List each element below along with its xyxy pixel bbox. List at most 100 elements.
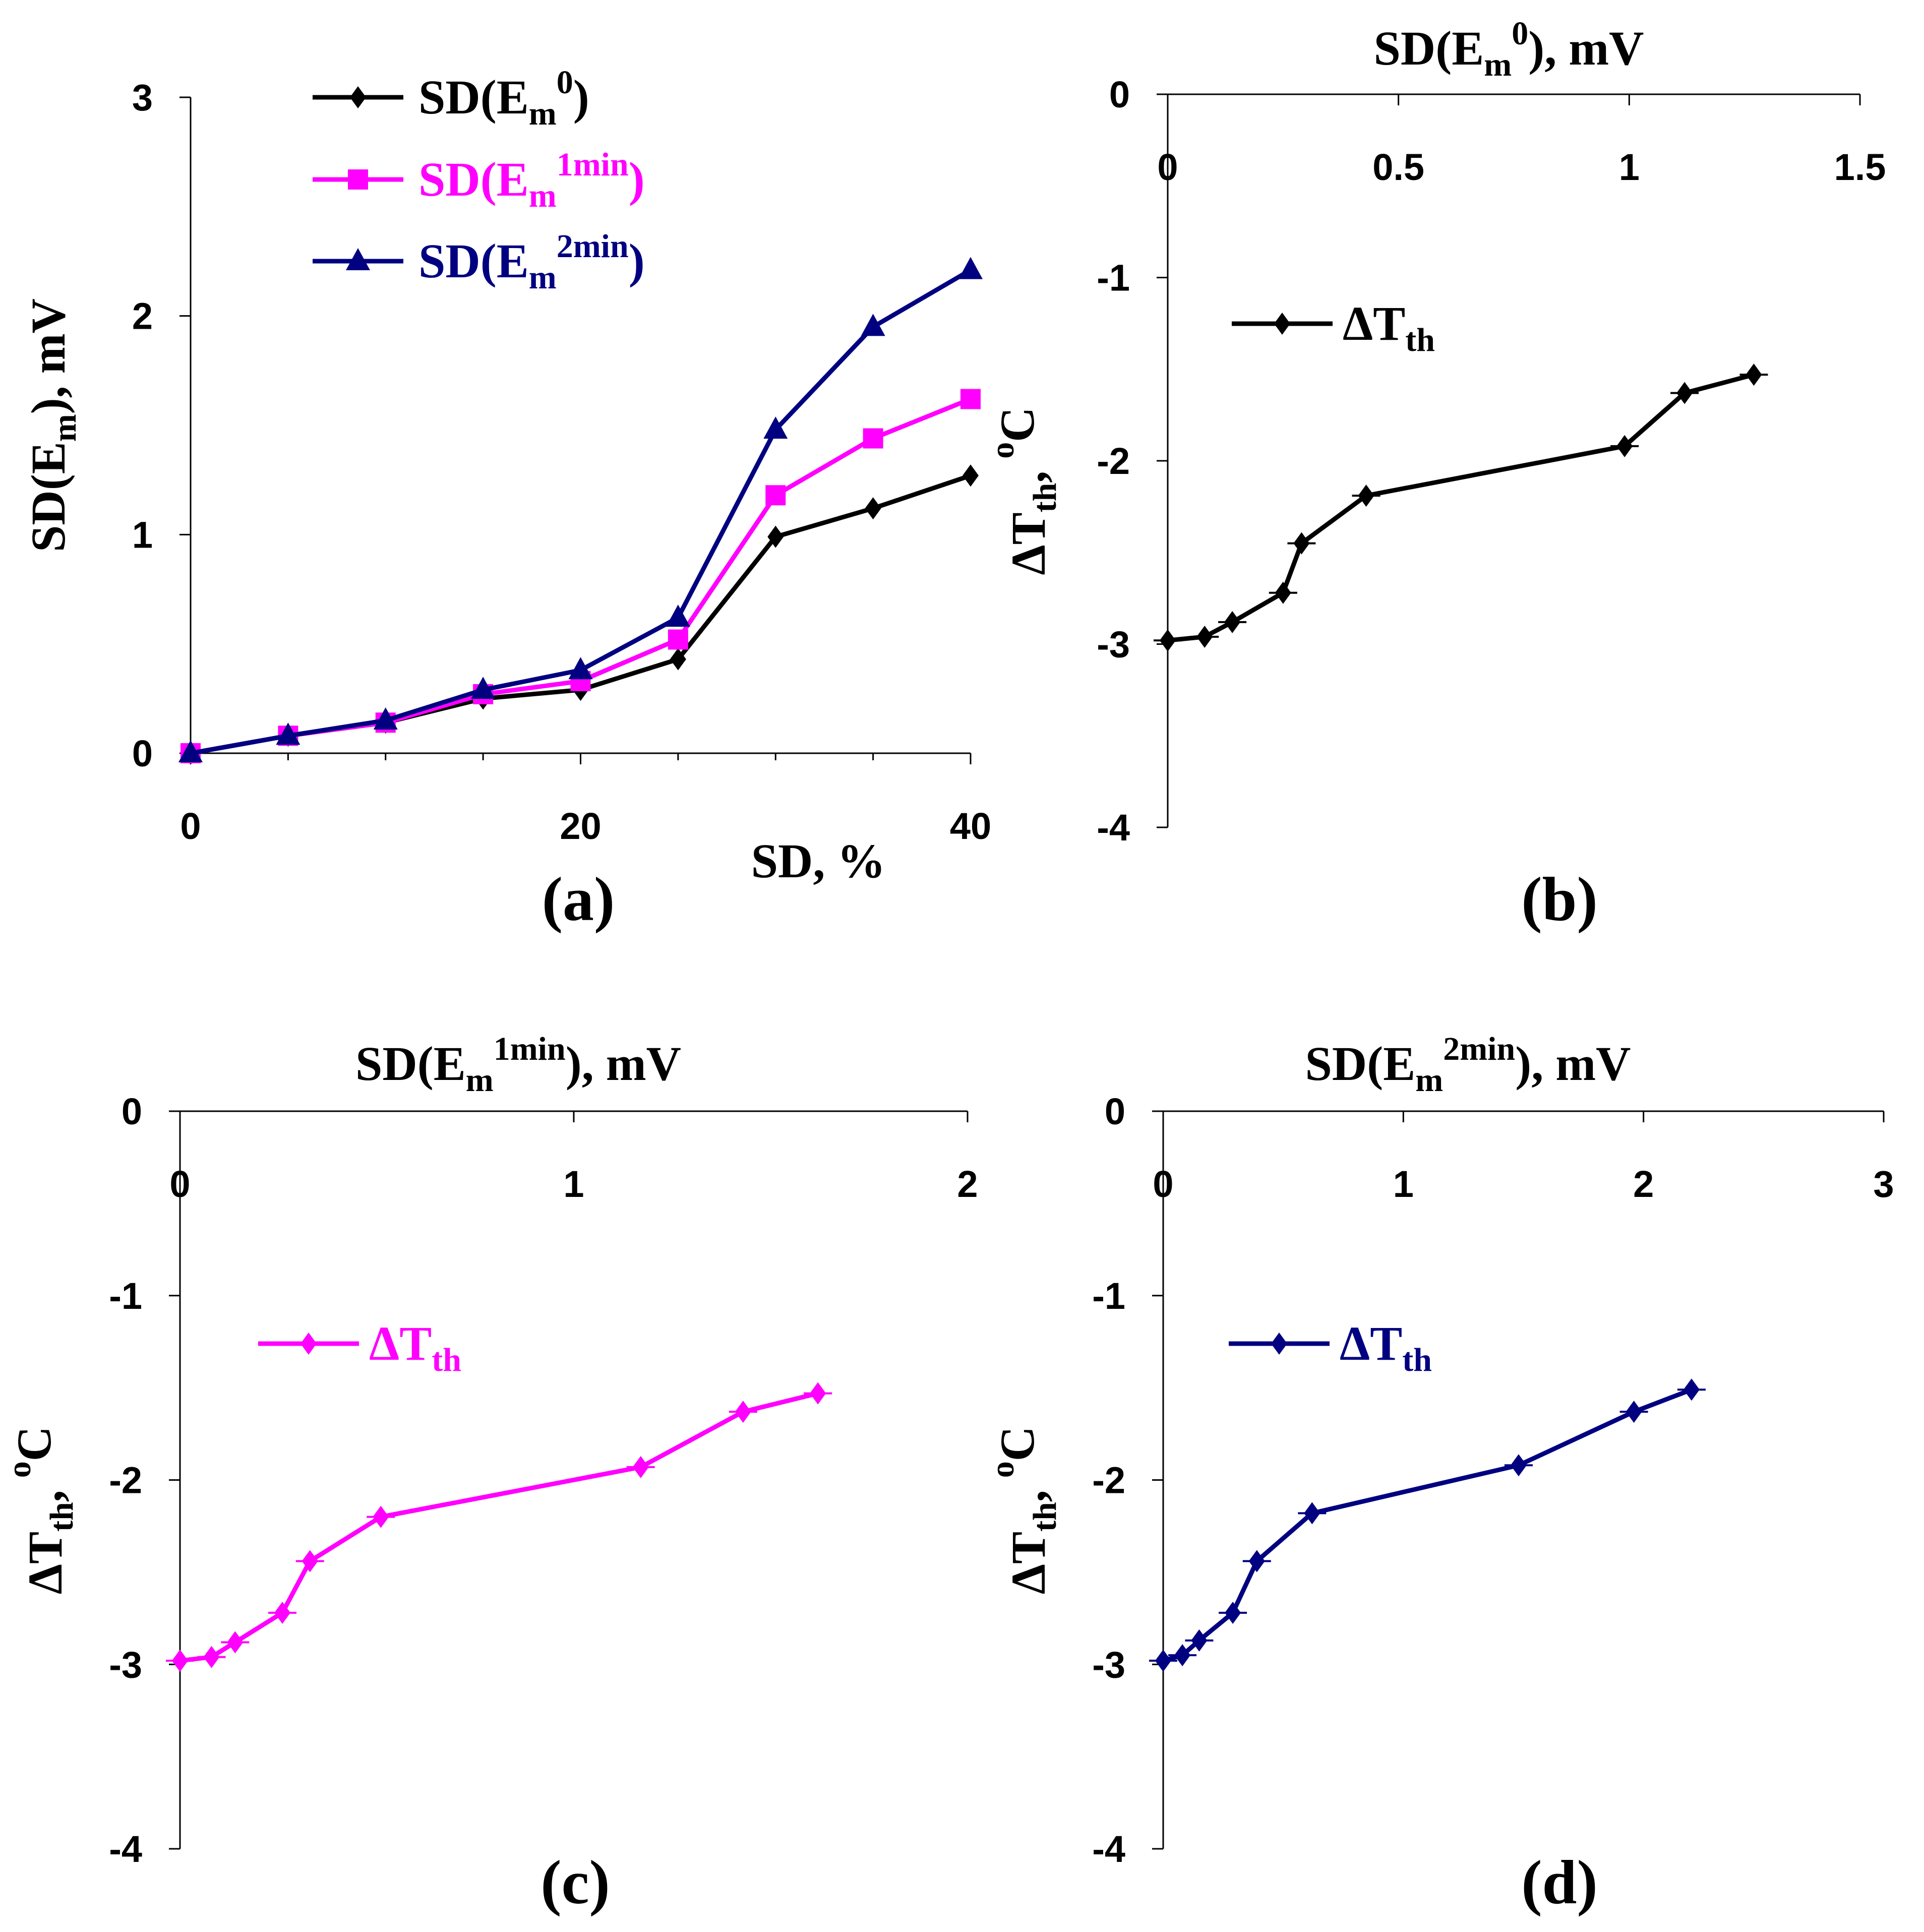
x-axis-title-part: ), mV [1528,21,1644,75]
x-axis-title-part: 0 [1512,15,1528,52]
data-point [178,740,203,762]
x-axis-title-part: ), mV [566,1037,681,1091]
legend-entry: SD(Em2min) [418,228,645,296]
x-tick-label: 20 [560,805,601,847]
data-point [302,1550,318,1573]
data-point [1275,581,1291,604]
data-point [810,1382,826,1405]
panel-label: (a) [542,865,615,934]
legend-entry-part: ΔT [1340,1316,1402,1370]
data-point [865,497,881,520]
y-tick-label: -1 [1092,1275,1125,1317]
x-axis-title-part: SD(E [355,1037,466,1091]
data-point [1676,382,1693,404]
y-tick-label: -1 [1097,257,1130,299]
x-axis-title-part: m [466,1062,494,1099]
data-point [1160,629,1176,652]
x-tick-label: 40 [950,805,991,847]
legend-marker [300,1333,317,1355]
y-axis-title-part: ΔT [1001,512,1055,575]
y-tick-label: 1 [132,514,153,556]
x-tick-label: 1 [1619,146,1640,188]
data-point [632,1456,649,1478]
legend-entry-part: m [529,95,557,132]
x-axis-title: SD, % [751,834,886,888]
y-tick-label: -2 [1092,1460,1125,1501]
data-point [373,1505,389,1528]
x-axis-title: SD(Em1min), mV [355,1031,681,1099]
data-point [1626,1401,1642,1423]
data-point [767,525,784,548]
y-axis-title-part: , [1001,459,1055,483]
data-point [373,707,398,730]
data-point [1746,364,1762,386]
legend-entry-part: SD(E [418,70,529,124]
legend-entry-part: ) [629,234,645,288]
y-axis-title-part: th [1027,1502,1063,1532]
data-point [1225,1601,1241,1624]
y-tick-label: 0 [122,1091,142,1132]
x-tick-label: 0 [1153,1163,1173,1205]
y-tick-label: 3 [132,77,153,118]
y-axis-title: ΔTth, oC [984,1426,1063,1594]
y-axis-title-part: SD(E [21,442,75,552]
x-tick-label: 1 [563,1163,584,1205]
x-tick-label: 1.5 [1834,146,1886,188]
series-line [1167,372,1755,643]
legend-entry: ΔTth [1343,296,1435,358]
x-axis-title-part: SD(E [1374,21,1484,75]
y-axis-title-part: C [990,407,1044,442]
legend-entry-part: th [432,1342,461,1378]
panel-label: (c) [540,1848,610,1917]
legend-entry-part: 2min [557,228,629,265]
y-axis-title-part: o [984,1461,1021,1478]
x-tick-label: 0 [169,1163,190,1205]
legend-entry-part: ΔT [1343,296,1405,350]
y-axis-title-part: C [7,1426,61,1461]
y-axis-title-part: o [984,442,1021,459]
x-axis-title-part: m [1415,1062,1443,1099]
y-tick-label: -4 [1097,807,1130,849]
y-tick-label: -4 [109,1828,142,1870]
data-point [670,648,686,671]
x-tick-label: 0.5 [1372,146,1424,188]
y-tick-label: -3 [1097,624,1130,666]
y-axis-title-part: , [18,1478,72,1502]
data-point [763,416,788,439]
y-axis-title-part: C [990,1426,1044,1461]
y-axis-title-part: m [46,414,83,442]
legend-entry-part: ΔT [369,1316,432,1370]
data-point [1196,625,1213,648]
x-axis-title-part: m [1484,46,1512,83]
legend-marker [1274,313,1290,335]
y-axis-title-part: ΔT [1001,1532,1055,1594]
data-point [863,428,883,449]
panel-label: (d) [1521,1848,1598,1917]
y-axis-title-part: , [1001,1478,1055,1502]
legend-entry-part: SD(E [418,152,529,206]
data-point [1358,485,1374,507]
data-point [765,485,786,506]
y-tick-label: -3 [1092,1644,1125,1685]
y-axis-title: ΔTth, oC [984,407,1063,575]
legend-entry: ΔTth [1340,1316,1432,1378]
y-axis-title-part: th [1027,483,1063,513]
y-axis-title: ΔTth, oC [1,1426,80,1594]
y-tick-label: 0 [132,733,153,774]
y-tick-label: -2 [109,1460,142,1501]
y-axis-title-part: th [43,1502,80,1532]
x-tick-label: 0 [1157,146,1178,188]
data-point [1304,1502,1320,1525]
data-point [1155,1649,1171,1672]
data-point [666,605,690,627]
data-point [276,722,300,745]
x-axis-title-part: 1min [494,1031,566,1067]
data-point [1174,1644,1191,1666]
series-line [179,1391,819,1663]
legend-entry-part: th [1405,322,1435,358]
data-point [227,1631,244,1654]
legend-entry-part: th [1402,1342,1432,1378]
